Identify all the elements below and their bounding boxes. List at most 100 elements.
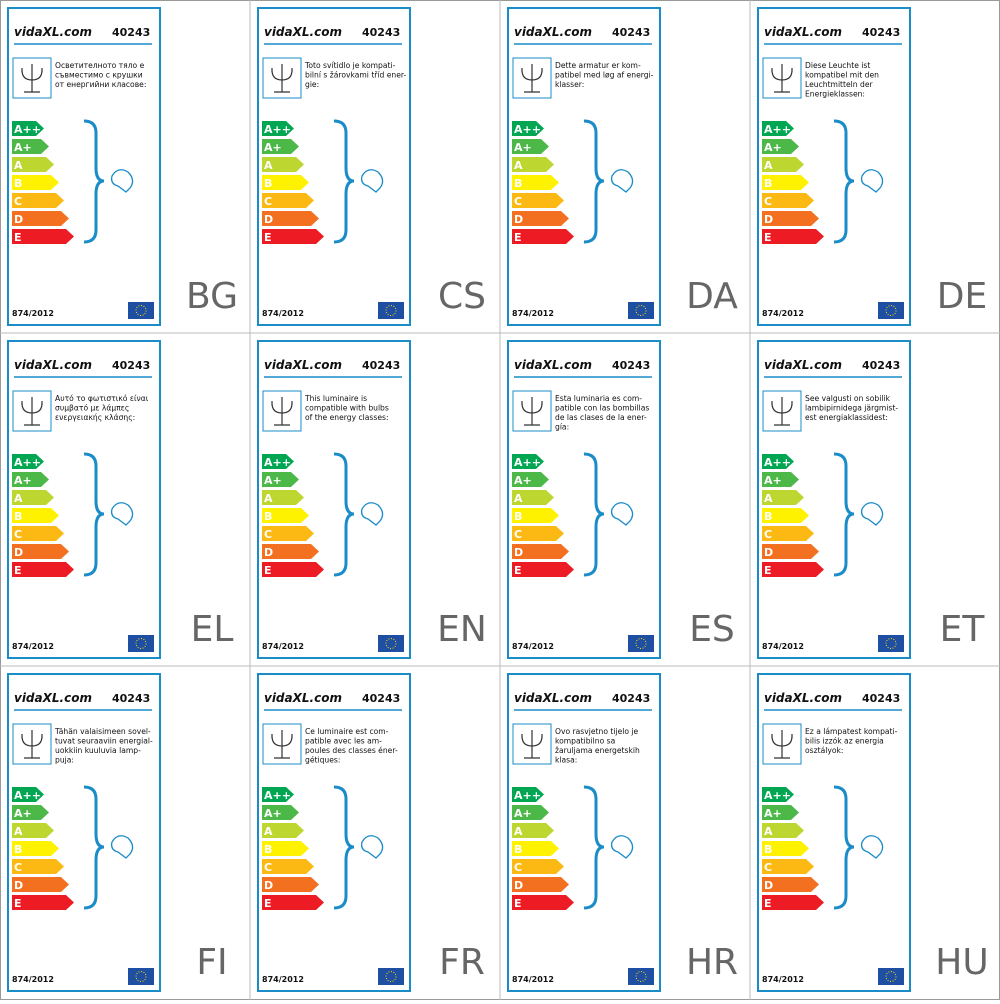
class-arrow bbox=[762, 193, 814, 208]
class-label: E bbox=[14, 897, 22, 910]
bulb-icon bbox=[110, 169, 134, 193]
class-arrow bbox=[12, 895, 74, 910]
lamp-icon bbox=[521, 397, 543, 426]
brace bbox=[583, 785, 605, 910]
compatibility-text: Diese Leuchte ist bbox=[805, 61, 870, 70]
compatibility-text: bilis izzók az energia bbox=[805, 737, 884, 746]
brace bbox=[333, 452, 355, 577]
regulation: 874/2012 bbox=[762, 975, 804, 984]
compatibility-text: Ez a lámpatest kompati- bbox=[805, 727, 898, 736]
compatibility-text: tuvat seuraaviin energial- bbox=[55, 737, 153, 746]
compatibility-text: Ce luminaire est com- bbox=[305, 727, 389, 736]
brace bbox=[333, 785, 355, 910]
class-label: D bbox=[764, 213, 773, 226]
class-label: E bbox=[264, 897, 272, 910]
bulb-icon bbox=[610, 169, 634, 193]
class-label: C bbox=[514, 195, 522, 208]
class-label: C bbox=[514, 528, 522, 541]
energy-label: vidaXL.com 40243 Αυτό το φωτιστικό είναισυ… bbox=[7, 340, 233, 659]
class-arrow bbox=[12, 472, 49, 487]
class-arrow bbox=[762, 121, 794, 136]
energy-label: vidaXL.com 40243 See valgusti on sobilikla… bbox=[757, 340, 986, 659]
bulb-icon bbox=[610, 502, 634, 526]
class-arrow bbox=[12, 229, 74, 244]
model-number: 40243 bbox=[362, 692, 400, 705]
brand-logo: vidaXL.com bbox=[764, 691, 842, 705]
energy-label: vidaXL.com 40243 Ce luminaire est com-pati… bbox=[257, 673, 485, 992]
compatibility-text: съвместимо с крушки bbox=[55, 71, 143, 80]
brand-logo: vidaXL.com bbox=[514, 691, 592, 705]
class-label: D bbox=[14, 546, 23, 559]
energy-label: vidaXL.com 40243 Tähän valaisimeen sovel-t… bbox=[7, 673, 228, 992]
language-code: CS bbox=[438, 276, 486, 317]
class-arrow bbox=[12, 490, 54, 505]
class-arrow bbox=[762, 508, 809, 523]
class-arrow bbox=[512, 805, 549, 820]
brand-logo: vidaXL.com bbox=[264, 358, 342, 372]
compatibility-text: uokkiin kuuluvia lamp- bbox=[55, 746, 141, 755]
class-arrow bbox=[512, 157, 554, 172]
class-arrow bbox=[762, 895, 824, 910]
class-label: A++ bbox=[764, 123, 791, 136]
class-label: B bbox=[264, 843, 272, 856]
class-label: D bbox=[764, 879, 773, 892]
class-label: A bbox=[514, 825, 523, 838]
eu-stars bbox=[885, 638, 897, 649]
model-number: 40243 bbox=[862, 26, 900, 39]
language-code: FR bbox=[439, 942, 485, 983]
brand-logo: vidaXL.com bbox=[514, 25, 592, 39]
language-code: ET bbox=[940, 609, 986, 650]
class-label: A++ bbox=[764, 456, 791, 469]
lamp-icon bbox=[271, 730, 293, 759]
class-label: C bbox=[514, 861, 522, 874]
model-number: 40243 bbox=[612, 26, 650, 39]
class-arrow bbox=[262, 229, 324, 244]
brand-logo: vidaXL.com bbox=[514, 358, 592, 372]
language-code: HU bbox=[935, 942, 988, 983]
class-label: A++ bbox=[14, 789, 41, 802]
class-label: D bbox=[514, 213, 523, 226]
class-arrow bbox=[12, 157, 54, 172]
class-arrow bbox=[762, 805, 799, 820]
class-label: A+ bbox=[14, 141, 32, 154]
class-arrow bbox=[262, 472, 299, 487]
eu-flag bbox=[128, 635, 154, 652]
class-arrow bbox=[762, 211, 819, 226]
class-label: A+ bbox=[264, 474, 282, 487]
class-label: D bbox=[514, 879, 523, 892]
class-arrow bbox=[512, 823, 554, 838]
compatibility-text: lambipirnidega järgmist- bbox=[805, 404, 898, 413]
brand-logo: vidaXL.com bbox=[264, 25, 342, 39]
compatibility-text: This luminaire is bbox=[304, 394, 367, 403]
eu-flag bbox=[628, 635, 654, 652]
brand-logo: vidaXL.com bbox=[14, 691, 92, 705]
class-arrow bbox=[262, 175, 309, 190]
class-label: A+ bbox=[764, 474, 782, 487]
lamp-icon bbox=[771, 64, 793, 93]
class-arrow bbox=[12, 454, 44, 469]
class-arrow bbox=[512, 139, 549, 154]
compatibility-text: Осветителното тяло е bbox=[55, 61, 145, 70]
compatibility-text: gía: bbox=[555, 423, 569, 432]
class-label: C bbox=[764, 528, 772, 541]
class-arrow bbox=[512, 454, 544, 469]
model-number: 40243 bbox=[112, 692, 150, 705]
lamp-icon-box bbox=[512, 390, 552, 432]
lamp-icon bbox=[271, 64, 293, 93]
eu-stars bbox=[635, 305, 647, 316]
brand-logo: vidaXL.com bbox=[264, 691, 342, 705]
compatibility-text: Αυτό το φωτιστικό είναι bbox=[55, 394, 149, 403]
class-label: B bbox=[764, 177, 772, 190]
language-code: DE bbox=[937, 276, 987, 317]
class-arrow bbox=[12, 841, 59, 856]
class-label: A bbox=[264, 159, 273, 172]
class-arrow bbox=[512, 562, 574, 577]
eu-flag bbox=[878, 968, 904, 985]
bulb-icon bbox=[360, 502, 384, 526]
class-arrow bbox=[12, 805, 49, 820]
compatibility-text: est energiaklassidest: bbox=[805, 413, 888, 422]
eu-stars bbox=[135, 638, 147, 649]
energy-label: vidaXL.com 40243 Осветителното тяло есъвме… bbox=[7, 7, 238, 326]
class-arrow bbox=[12, 526, 64, 541]
brace bbox=[83, 785, 105, 910]
